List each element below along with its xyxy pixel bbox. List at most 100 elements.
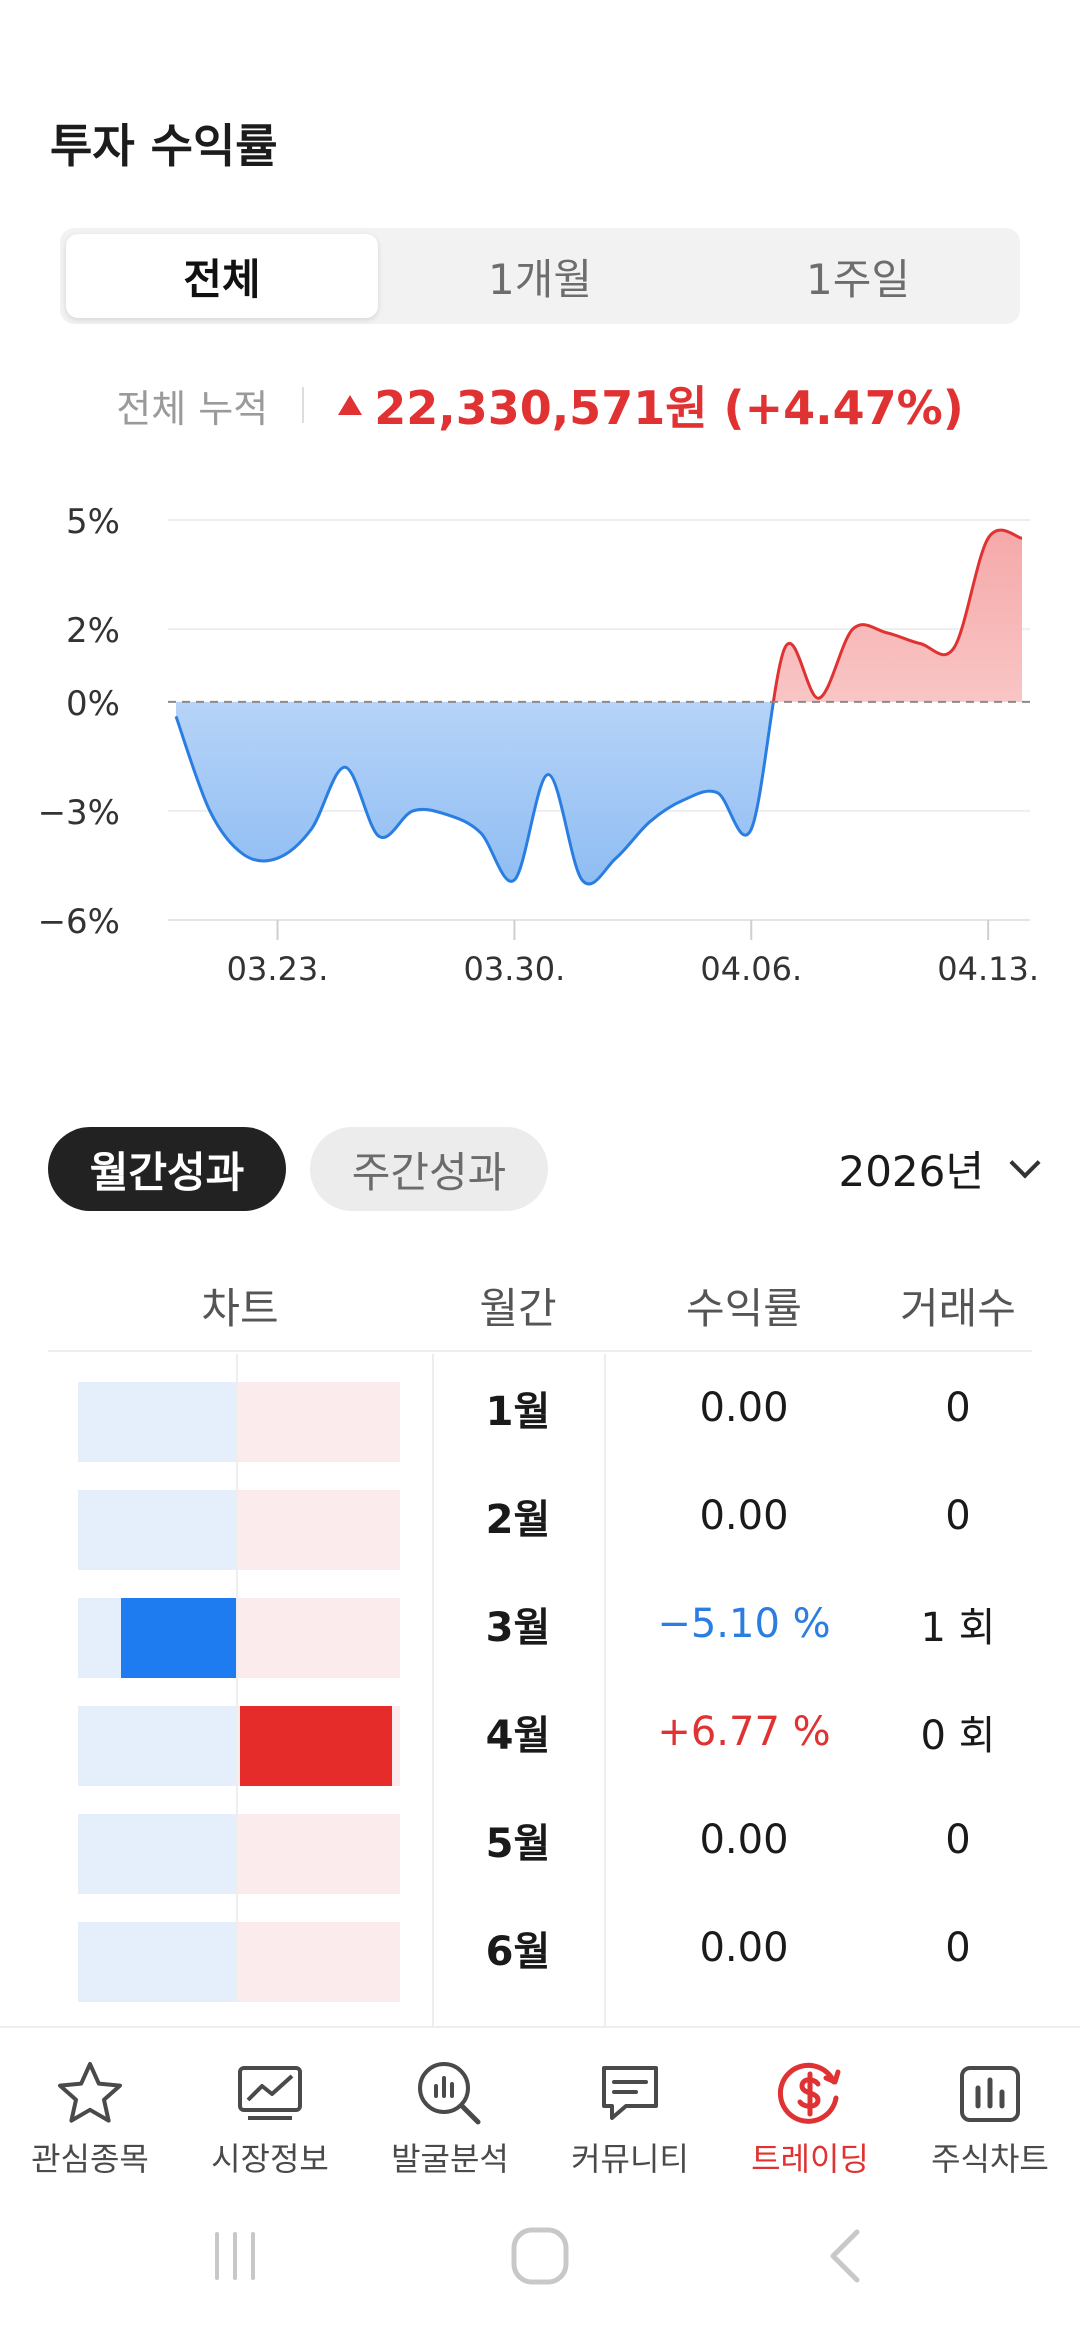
bottom-navigation: 관심종목 시장정보 발굴분석 커뮤니티 bbox=[0, 2026, 1080, 2186]
return-cell: +6.77 % bbox=[657, 1709, 831, 1755]
bar-axis bbox=[236, 1462, 238, 1570]
nav-community[interactable]: 커뮤니티 bbox=[540, 2028, 720, 2188]
y-tick-label: −6% bbox=[38, 902, 120, 942]
month-cell: 4월 bbox=[485, 1713, 551, 1759]
bar-track-positive bbox=[238, 1598, 400, 1678]
bar-axis bbox=[236, 1570, 238, 1678]
bar-track-positive bbox=[238, 1382, 400, 1462]
tab-weekly-performance[interactable]: 주간성과 bbox=[310, 1127, 548, 1211]
return-cell: 0.00 bbox=[699, 1817, 789, 1863]
x-tick-label: 03.23. bbox=[227, 950, 329, 988]
trading-dollar-icon bbox=[777, 2062, 841, 2124]
tab-all[interactable]: 전체 bbox=[66, 234, 378, 318]
bar-chart-icon bbox=[960, 2066, 1020, 2122]
recent-apps-icon[interactable] bbox=[205, 2226, 265, 2286]
bar-axis bbox=[236, 1678, 238, 1786]
bar-axis bbox=[236, 1894, 238, 2002]
home-icon[interactable] bbox=[508, 2226, 572, 2286]
month-cell: 5월 bbox=[485, 1821, 551, 1867]
table-row: 5월 0.00 0 bbox=[48, 1786, 1032, 1894]
x-tick-label: 03.30. bbox=[464, 950, 566, 988]
negative-area bbox=[176, 701, 774, 884]
trades-cell: 0 bbox=[945, 1817, 971, 1863]
page-title: 투자 수익률 bbox=[50, 119, 278, 173]
return-cell: 0.00 bbox=[699, 1493, 789, 1539]
nav-trading-label: 트레이딩 bbox=[751, 2140, 869, 2178]
table-row: 3월 −5.10 % 1 회 bbox=[48, 1570, 1032, 1678]
return-line-positive bbox=[771, 528, 1023, 702]
tab-monthly-performance[interactable]: 월간성과 bbox=[48, 1127, 286, 1211]
month-cell: 1월 bbox=[485, 1389, 551, 1435]
header-month: 월간 bbox=[479, 1283, 557, 1333]
nav-stock-chart-label: 주식차트 bbox=[931, 2140, 1049, 2178]
bar-track-negative bbox=[78, 1490, 236, 1570]
table-header: 차트 월간 수익률 거래수 bbox=[48, 1260, 1032, 1352]
bar-axis bbox=[236, 1786, 238, 1894]
positive-area bbox=[176, 530, 1022, 702]
tab-1-month[interactable]: 1개월 bbox=[487, 254, 592, 304]
nav-discovery-analysis[interactable]: 발굴분석 bbox=[360, 2028, 540, 2188]
header-trades: 거래수 bbox=[900, 1283, 1016, 1333]
y-tick-label: −3% bbox=[38, 793, 120, 833]
month-cell: 3월 bbox=[485, 1605, 551, 1651]
bar-track-positive bbox=[238, 1490, 400, 1570]
chevron-down-icon bbox=[1009, 1146, 1041, 1179]
table-row: 2월 0.00 0 bbox=[48, 1462, 1032, 1570]
table-row: 1월 0.00 0 bbox=[48, 1354, 1032, 1462]
nav-market-info-label: 시장정보 bbox=[211, 2140, 329, 2178]
y-tick-label: 0% bbox=[66, 684, 120, 724]
header-chart: 차트 bbox=[201, 1283, 279, 1333]
column-divider bbox=[432, 1354, 434, 2026]
nav-market-info[interactable]: 시장정보 bbox=[180, 2028, 360, 2188]
x-tick-label: 04.06. bbox=[700, 950, 802, 988]
tab-1-week[interactable]: 1주일 bbox=[805, 254, 910, 304]
x-tick-label: 04.13. bbox=[937, 950, 1039, 988]
cumulative-value: 22,330,571원 (+4.47%) bbox=[374, 381, 964, 435]
trades-cell: 0 회 bbox=[920, 1713, 996, 1759]
return-line-negative bbox=[174, 701, 775, 886]
nav-trading[interactable]: 트레이딩 bbox=[720, 2028, 900, 2188]
nav-discovery-analysis-label: 발굴분석 bbox=[391, 2140, 509, 2178]
cumulative-summary: 전체 누적 22,330,571원 (+4.47%) bbox=[0, 375, 1080, 435]
column-divider bbox=[604, 1354, 606, 2026]
bar-track-negative bbox=[78, 1814, 236, 1894]
header-return: 수익률 bbox=[686, 1283, 802, 1333]
return-bar-negative bbox=[121, 1598, 236, 1678]
up-triangle-icon bbox=[338, 395, 363, 415]
star-icon bbox=[58, 2062, 122, 2123]
bar-track-positive bbox=[238, 1814, 400, 1894]
table-row: 4월 +6.77 % 0 회 bbox=[48, 1678, 1032, 1786]
trades-cell: 1 회 bbox=[920, 1605, 996, 1651]
return-cell: 0.00 bbox=[699, 1925, 789, 1971]
trades-cell: 0 bbox=[945, 1925, 971, 1971]
market-chart-icon bbox=[238, 2066, 302, 2120]
table-row: 6월 0.00 0 bbox=[48, 1894, 1032, 2002]
y-tick-label: 5% bbox=[66, 502, 120, 542]
bar-track-negative bbox=[78, 1706, 236, 1786]
year-label: 2026년 bbox=[838, 1147, 984, 1196]
month-cell: 6월 bbox=[485, 1929, 551, 1975]
year-selector[interactable]: 2026년 bbox=[838, 1138, 1041, 1199]
return-chart-svg: 5% 2% 0% −3% −6% 03.23. 03.30. 04.06. 04.13. bbox=[38, 502, 1039, 988]
summary-divider bbox=[302, 387, 305, 423]
cumulative-label: 전체 누적 bbox=[116, 386, 269, 431]
bar-track-positive bbox=[238, 1922, 400, 2002]
return-chart: 5% 2% 0% −3% −6% 03.23. 03.30. 04.06. 04.13. bbox=[0, 490, 1080, 1010]
period-segmented-control: 전체 1개월 1주일 bbox=[60, 228, 1020, 324]
back-icon[interactable] bbox=[815, 2226, 875, 2286]
month-cell: 2월 bbox=[485, 1497, 551, 1543]
bar-axis bbox=[236, 1354, 238, 1462]
return-bar-positive bbox=[240, 1706, 392, 1786]
nav-watchlist-label: 관심종목 bbox=[31, 2140, 149, 2178]
chat-bubble-icon bbox=[602, 2066, 658, 2120]
nav-watchlist[interactable]: 관심종목 bbox=[0, 2028, 180, 2188]
trades-cell: 0 bbox=[945, 1385, 971, 1431]
y-tick-label: 2% bbox=[66, 611, 120, 651]
nav-stock-chart[interactable]: 주식차트 bbox=[900, 2028, 1080, 2188]
return-cell: 0.00 bbox=[699, 1385, 789, 1431]
system-navigation-bar bbox=[0, 2186, 1080, 2340]
bar-track-negative bbox=[78, 1922, 236, 2002]
trades-cell: 0 bbox=[945, 1493, 971, 1539]
analysis-search-icon bbox=[418, 2062, 481, 2125]
